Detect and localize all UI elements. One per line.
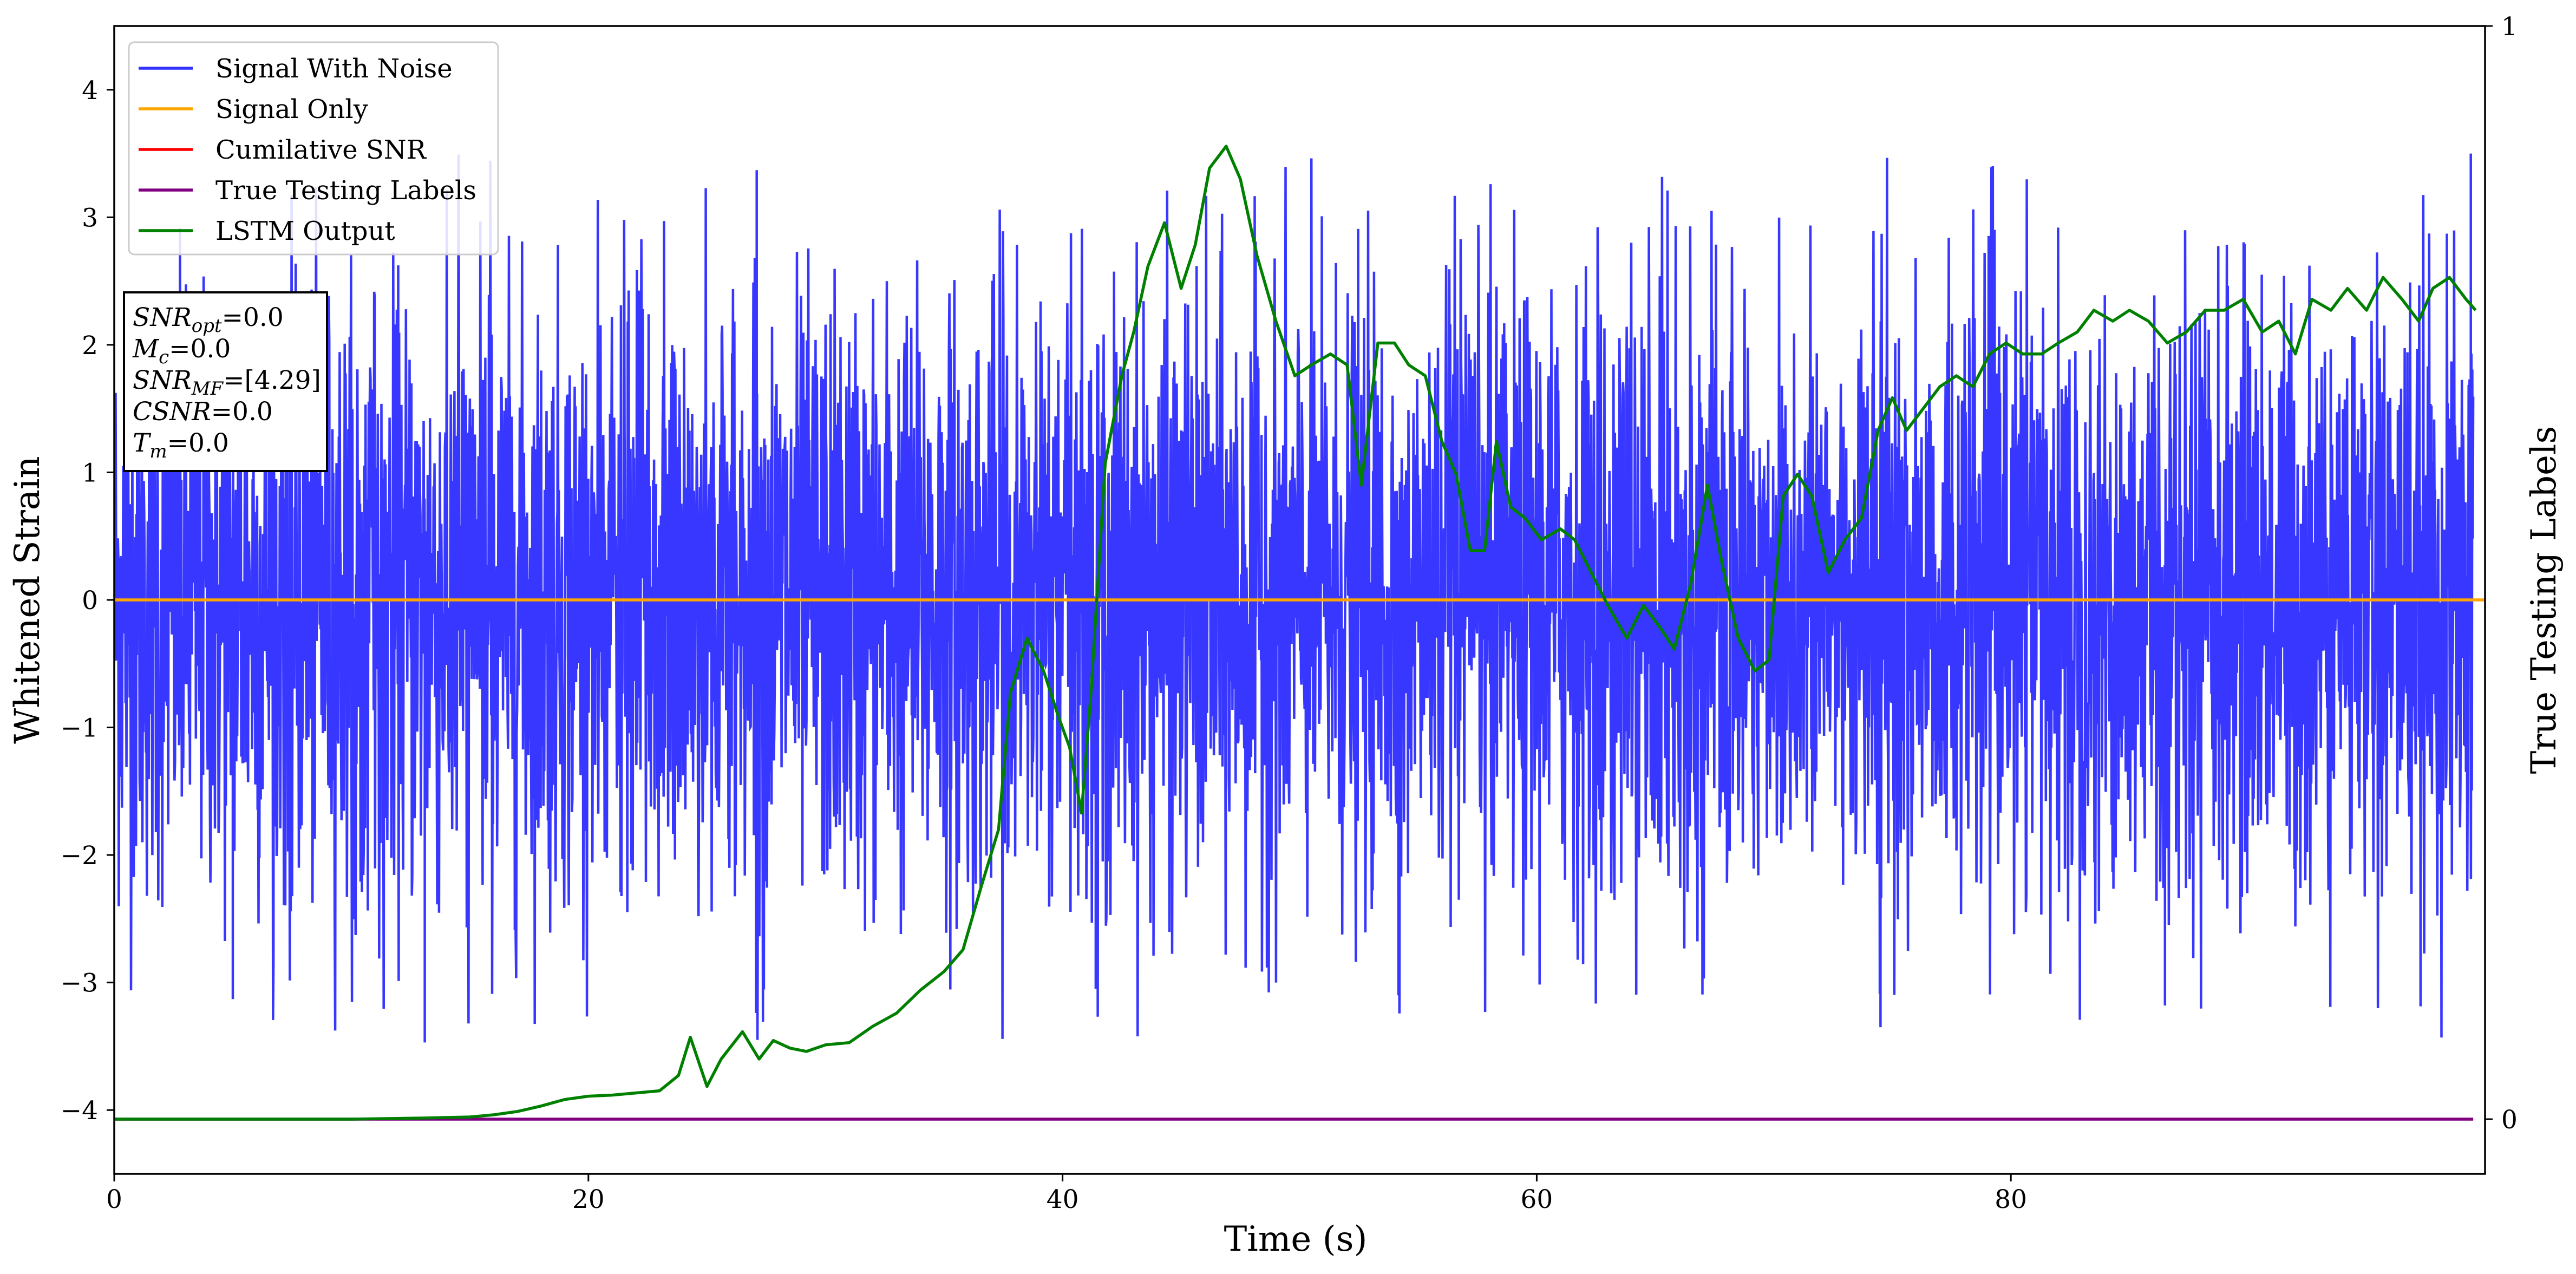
legend-label: Signal Only <box>215 94 368 125</box>
y-axis-right: 01 <box>2485 12 2518 1135</box>
y-tick-label: −2 <box>61 841 98 871</box>
y2-axis-title: True Testing Labels <box>2524 426 2564 774</box>
y-tick-label: 2 <box>82 331 98 361</box>
y-axis-title: Whitened Strain <box>8 456 48 743</box>
y2-tick-label: 0 <box>2501 1105 2518 1135</box>
y-tick-label: 3 <box>82 203 98 233</box>
x-tick-label: 0 <box>106 1185 122 1214</box>
y-tick-label: −4 <box>61 1096 98 1126</box>
plot-area <box>113 25 2486 1175</box>
series-signal-with-noise <box>114 153 2475 1043</box>
x-axis-title: Time (s) <box>1224 1219 1368 1259</box>
info-line: Mc=0.0 <box>132 334 231 368</box>
x-tick-label: 80 <box>1995 1185 2027 1214</box>
y-tick-label: 1 <box>82 458 98 488</box>
info-line: Tm=0.0 <box>133 428 229 462</box>
y2-tick-label: 1 <box>2501 12 2518 42</box>
y-tick-label: 4 <box>82 76 98 106</box>
info-box-frame <box>123 291 328 472</box>
y-axis-left: −4 −3 −2 −1 0 1 2 3 4 <box>61 76 114 1126</box>
legend-label: Cumilative SNR <box>215 135 427 165</box>
y-tick-label: 0 <box>82 586 98 616</box>
x-tick-label: 40 <box>1047 1185 1079 1214</box>
info-line: SNRopt=0.0 <box>133 303 284 337</box>
x-axis: 0 20 40 60 80 <box>106 1174 2027 1214</box>
legend-label: True Testing Labels <box>215 175 476 206</box>
legend-box <box>128 41 499 256</box>
legend-label: Signal With Noise <box>215 54 453 84</box>
info-line: CSNR=0.0 <box>133 397 273 427</box>
x-tick-label: 60 <box>1520 1185 1553 1214</box>
info-box: SNRopt=0.0Mc=0.0SNRMF=[4.29]CSNR=0.0Tm=0… <box>123 291 328 472</box>
series-lstm-output <box>114 145 2477 1121</box>
legend: Signal With Noise Signal Only Cumilative S… <box>128 41 499 256</box>
x-tick-label: 20 <box>572 1185 605 1214</box>
y-tick-label: −3 <box>61 969 98 998</box>
info-line: SNRMF=[4.29] <box>133 365 321 400</box>
y-tick-label: −1 <box>61 714 98 743</box>
legend-label: LSTM Output <box>215 216 395 246</box>
